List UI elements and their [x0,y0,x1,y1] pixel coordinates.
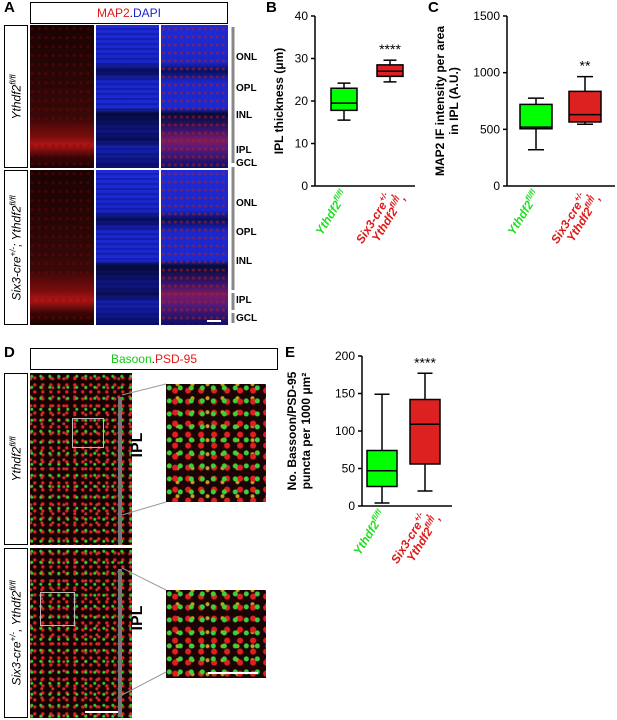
scale-bar-zoom [208,672,258,674]
layer-brackets [231,27,235,323]
box-control [519,103,553,130]
y-tick-label: 1500 [473,9,500,23]
box-cko [568,90,602,123]
chart-c: 0 500 1000 1500 MAP2 IF intensity per areain… [433,9,615,246]
y-axis-label: No. Bassoon/PSD-95puncta per 1000 μm² [285,371,313,490]
y-tick-label: 1000 [473,66,500,80]
y-tick-label: 30 [295,52,309,66]
ipl-bar-cko [118,569,122,717]
synapse-image-control [30,373,132,545]
dapi-image-control [96,25,159,168]
box-control [366,449,398,488]
basoon-label: Basoon [110,352,152,366]
map2-image-cko [30,170,94,325]
zoom-box-cko [40,592,75,626]
zoom-image-cko [166,590,266,678]
chart-b: 0 10 20 30 40 IPL thickness (μm) **** Ythdf2fl/… [272,9,415,246]
row-label-cko-d-text: Six3-cre+/-, Ythdf2fl/fl [8,580,24,686]
box-cko [409,398,441,465]
header-dot: . [151,352,155,366]
panel-letter-d: D [4,344,15,361]
y-tick-label: 0 [493,179,500,193]
map2-image-control [30,25,94,168]
layer-inl: INL [236,110,253,121]
significance-marker: **** [379,41,401,57]
y-tick-label: 0 [301,179,308,193]
y-tick-label: 0 [348,499,355,513]
y-tick-label: 150 [335,387,355,401]
zoom-connectors [121,383,167,696]
layer-ipl: IPL [236,295,252,306]
category-label-control: Ythdf2fl/fl [350,507,389,557]
layer-onl: ONL [236,52,258,63]
merge-image-cko [161,170,228,325]
panel-letter-e: E [285,344,296,361]
y-axis-label: MAP2 IF intensity per areain IPL (A.U.) [433,26,461,176]
row-label-cko-text: Six3-cre+/-; Ythdf2fl/fl [8,195,24,300]
map2-label: MAP2 [96,6,130,20]
row-label-control-d-text: Ythdf2fl/fl [8,436,24,482]
y-tick-label: 100 [335,424,355,438]
y-tick-label: 50 [342,462,356,476]
panel-letter-a: A [4,0,15,16]
chart-e: 0 50 100 150 200 No. Bassoon/PSD-95puncta per… [285,349,452,566]
row-label-cko-d: Six3-cre+/-, Ythdf2fl/fl [4,548,28,718]
significance-marker: ** [580,58,591,74]
box-control [330,87,358,112]
row-label-cko: Six3-cre+/-; Ythdf2fl/fl [4,170,28,325]
y-tick-label: 40 [295,9,309,23]
layer-opl: OPL [236,227,257,238]
y-tick-label: 10 [295,137,309,151]
layer-onl: ONL [236,198,258,209]
y-tick-label: 20 [295,94,309,108]
category-label-control: Ythdf2fl/fl [312,187,351,237]
scale-bar-a [207,320,221,322]
layer-opl: OPL [236,83,257,94]
category-label-control: Ythdf2fl/fl [504,187,543,237]
merge-image-control [161,25,228,168]
dapi-image-cko [96,170,159,325]
zoom-box-control [72,418,104,448]
zoom-image-control [166,384,266,502]
synapse-image-cko [30,548,132,718]
y-tick-label: 200 [335,349,355,363]
panel-d-header: Basoon.PSD-95 [30,348,278,370]
row-label-control-text: Ythdf2fl/fl [8,74,24,119]
y-tick-label: 500 [480,122,500,136]
scale-bar-d [85,711,119,713]
panel-a-header: MAP2.DAPI [30,2,228,24]
row-label-control: Ythdf2fl/fl [4,25,28,168]
header-dot: . [129,6,133,20]
layer-gcl: GCL [236,313,258,324]
dapi-label: DAPI [133,6,162,20]
psd95-label: PSD-95 [155,352,198,366]
layer-inl: INL [236,256,253,267]
row-label-control-d: Ythdf2fl/fl [4,373,28,545]
ipl-bar-control [118,397,122,545]
panel-letter-b: B [266,0,277,16]
layer-gcl: GCL [236,158,258,169]
layer-ipl: IPL [236,145,252,156]
significance-marker: **** [414,354,436,370]
y-axis-label: IPL thickness (μm) [272,48,286,154]
panel-letter-c: C [428,0,439,16]
